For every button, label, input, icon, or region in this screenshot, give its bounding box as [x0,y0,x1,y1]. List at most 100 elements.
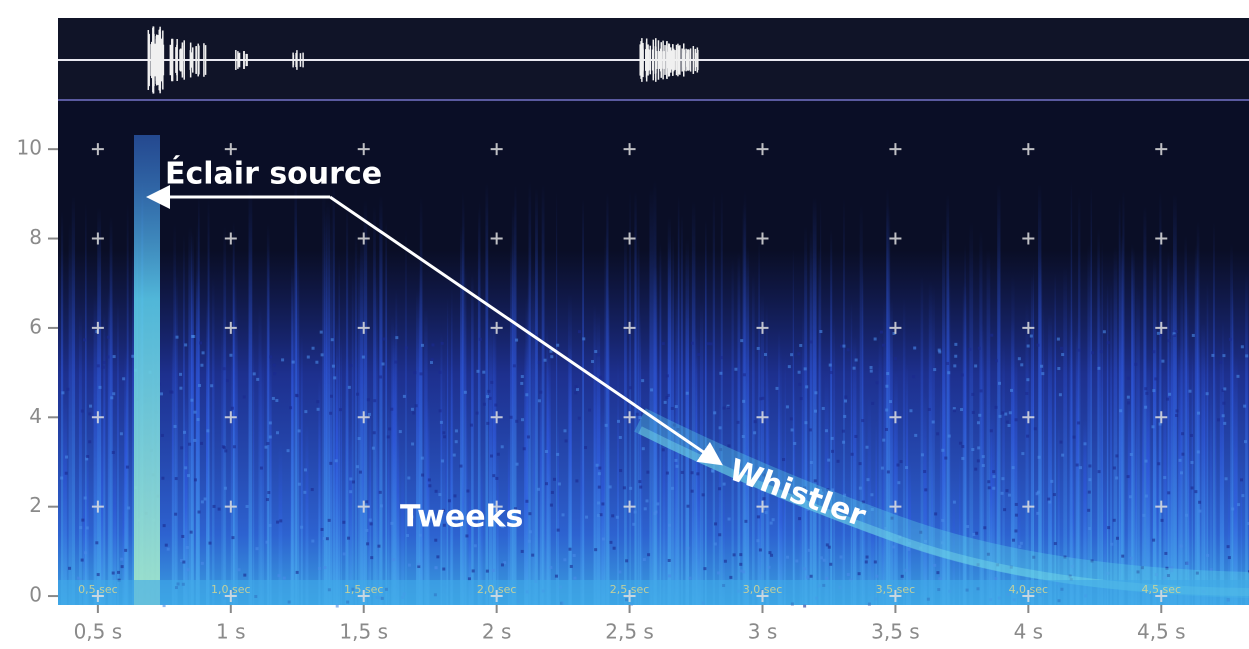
speckle [1245,354,1249,358]
streak [758,238,761,605]
speckle [990,333,994,337]
speckle [717,571,721,575]
streak [894,371,898,605]
speckle [824,429,828,433]
streak [369,398,371,605]
speckle [829,371,833,375]
speckle [1091,351,1095,355]
speckle [1047,497,1051,501]
speckle [1127,401,1131,405]
streak [653,265,658,605]
speckle [482,370,486,374]
speckle [1099,350,1103,354]
speckle [95,541,99,545]
streak [650,456,653,605]
speckle [83,496,87,500]
speckle [513,507,517,511]
speckle [688,576,692,580]
speckle [402,394,406,398]
streak [223,224,227,605]
streak [662,402,666,605]
streak [477,207,480,605]
grid-cross [889,590,902,603]
streak [1206,281,1209,605]
speckle [670,406,674,410]
speckle [347,536,351,540]
speckle [890,516,894,520]
speckle [981,464,985,468]
streak [395,289,398,605]
speckle [398,430,402,434]
streak [171,332,174,605]
speckle [300,525,304,529]
speckle [1026,434,1030,438]
speckle [886,470,890,474]
speckle [896,463,900,467]
speckle [995,359,999,363]
speckle [64,471,68,475]
speckle [954,354,958,358]
speckle [1059,440,1063,444]
speckle [1018,545,1022,549]
streak [804,225,808,605]
speckle [870,508,874,512]
speckle [977,446,981,450]
speckle [1170,566,1174,570]
speckle [124,548,128,552]
speckle [977,346,981,350]
speckle [1175,413,1179,417]
speckle [65,455,69,459]
grid-cross [224,232,237,245]
x-tick-label: 3,5 s [871,620,920,644]
speckle [1140,566,1144,570]
speckle [1190,486,1194,490]
speckle [561,513,565,517]
speckle [311,346,315,350]
grid-cross [1155,232,1168,245]
speckle [882,343,886,347]
speckle [638,416,642,420]
speckle [762,506,766,510]
speckle [196,418,200,422]
streak [305,422,309,605]
speckle [1050,479,1054,483]
speckle [373,399,377,403]
speckle [1083,442,1087,446]
speckle [86,455,90,459]
speckle [564,439,568,443]
speckle [976,459,980,463]
speckle [953,409,957,413]
streak [173,222,177,605]
speckle [186,568,190,572]
speckle [268,421,272,425]
speckle [349,477,353,481]
speckle [670,486,674,490]
speckle [1162,576,1166,580]
streak [1219,344,1222,605]
streak [799,470,802,605]
streak [492,321,497,605]
streak [1233,446,1238,605]
speckle [1063,555,1067,559]
streak [1135,285,1138,605]
speckle [1032,555,1036,559]
streak [346,202,349,605]
speckle [1221,388,1225,392]
speckle [487,389,491,393]
speckle [803,604,807,608]
speckle [459,464,463,468]
speckle [1037,455,1041,459]
speckle [703,567,707,571]
speckle [1088,527,1092,531]
speckle [381,362,385,366]
speckle [1011,466,1015,470]
streak [760,294,764,605]
speckle [1236,374,1240,378]
speckle [785,405,789,409]
grid-cross [889,321,902,334]
speckle [414,404,418,408]
speckle [898,535,902,539]
speckle [329,411,333,415]
speckle [1079,466,1083,470]
speckle [367,412,371,416]
